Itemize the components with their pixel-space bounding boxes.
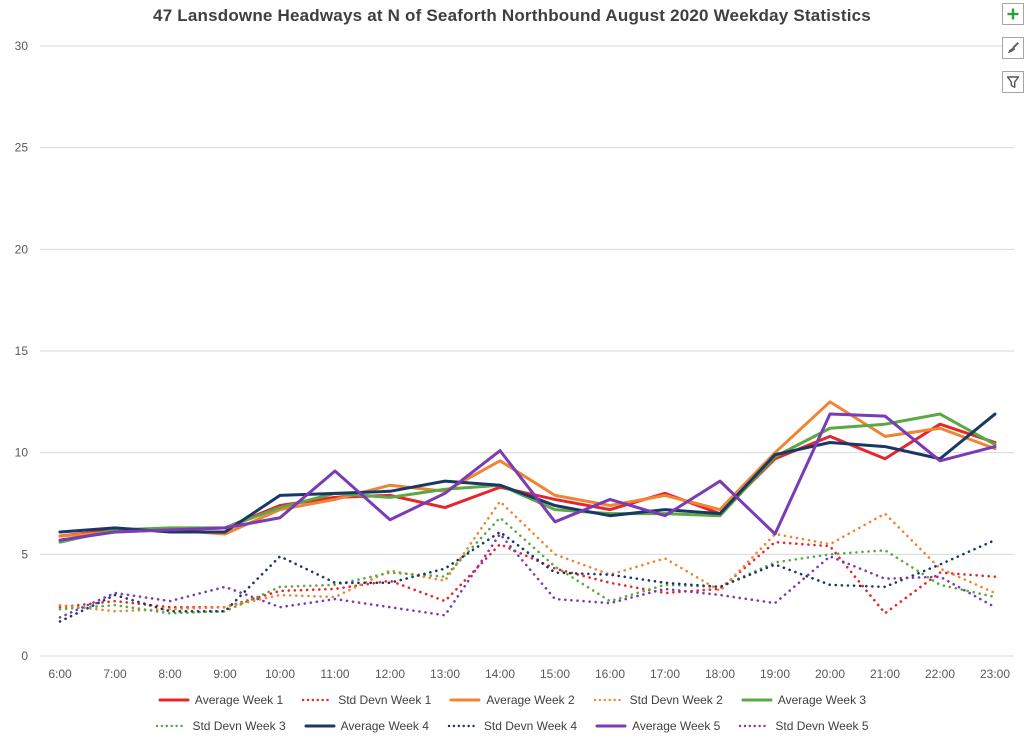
chart-styles-button[interactable] — [1002, 37, 1024, 59]
legend-item-std-devn-week-1[interactable]: Std Devn Week 1 — [301, 693, 431, 707]
x-tick-label: 6:00 — [48, 667, 72, 681]
legend-item-label: Average Week 3 — [777, 693, 867, 707]
legend-item-label: Average Week 1 — [194, 693, 284, 707]
legend-item-average-week-1[interactable]: Average Week 1 — [158, 693, 283, 707]
chart-legend: Average Week 1 Std Devn Week 1 Average Wee… — [0, 688, 1024, 738]
legend-item-average-week-4[interactable]: Average Week 4 — [304, 719, 429, 733]
funnel-icon — [1006, 76, 1020, 88]
legend-line-sample — [593, 698, 624, 702]
legend-item-average-week-3[interactable]: Average Week 3 — [741, 693, 866, 707]
plus-icon — [1007, 8, 1019, 20]
series-line-std-devn-week-3[interactable] — [58, 516, 997, 615]
legend-line-sample — [739, 724, 770, 728]
series-line-average-week-2[interactable] — [58, 400, 997, 538]
x-tick-label: 15:00 — [540, 667, 570, 681]
legend-line-sample — [595, 724, 627, 728]
legend-item-label: Average Week 4 — [340, 719, 429, 733]
y-tick-label: 30 — [15, 39, 29, 53]
legend-line-sample — [447, 724, 479, 728]
legend-item-average-week-5[interactable]: Average Week 5 — [595, 719, 720, 733]
legend-item-label: Std Devn Week 4 — [483, 719, 578, 733]
x-tick-label: 7:00 — [103, 667, 127, 681]
legend-line-sample — [301, 698, 333, 702]
x-tick-label: 8:00 — [158, 667, 182, 681]
legend-item-std-devn-week-3[interactable]: Std Devn Week 3 — [155, 719, 286, 733]
legend-row: Std Devn Week 3 Average Week 4 Std Devn We… — [155, 714, 869, 738]
chart-filters-button[interactable] — [1002, 71, 1024, 93]
series-line-average-week-5[interactable] — [58, 412, 997, 542]
legend-line-sample — [449, 698, 481, 702]
legend-line-sample — [158, 698, 190, 702]
legend-item-label: Std Devn Week 5 — [775, 719, 869, 733]
legend-item-label: Average Week 2 — [486, 693, 575, 707]
series-line-average-week-4[interactable] — [58, 412, 997, 534]
y-tick-label: 10 — [15, 446, 29, 460]
y-tick-label: 25 — [15, 141, 29, 155]
x-tick-label: 12:00 — [375, 667, 405, 681]
chart-elements-button[interactable] — [1002, 3, 1024, 25]
x-tick-label: 11:00 — [320, 667, 349, 681]
series-line-average-week-1[interactable] — [58, 422, 997, 538]
x-tick-label: 19:00 — [760, 667, 790, 681]
legend-item-label: Average Week 5 — [632, 719, 721, 733]
x-tick-label: 18:00 — [705, 667, 735, 681]
x-tick-label: 14:00 — [485, 667, 515, 681]
x-tick-label: 20:00 — [815, 667, 845, 681]
series-line-std-devn-week-1[interactable] — [58, 540, 997, 615]
y-tick-label: 0 — [21, 649, 28, 663]
x-tick-label: 10:00 — [265, 667, 295, 681]
legend-item-std-devn-week-2[interactable]: Std Devn Week 2 — [593, 693, 723, 707]
legend-item-average-week-2[interactable]: Average Week 2 — [449, 693, 575, 707]
legend-item-std-devn-week-4[interactable]: Std Devn Week 4 — [447, 719, 577, 733]
legend-item-std-devn-week-5[interactable]: Std Devn Week 5 — [738, 719, 869, 733]
chart-title: 47 Lansdowne Headways at N of Seaforth N… — [153, 6, 871, 25]
y-tick-label: 20 — [15, 242, 29, 256]
legend-row: Average Week 1 Std Devn Week 1 Average Wee… — [158, 688, 866, 712]
x-tick-label: 22:00 — [925, 667, 955, 681]
x-tick-label: 16:00 — [595, 667, 625, 681]
series-line-std-devn-week-4[interactable] — [58, 530, 997, 623]
legend-item-label: Std Devn Week 1 — [338, 693, 432, 707]
legend-item-label: Std Devn Week 3 — [192, 719, 286, 733]
legend-line-sample — [304, 724, 336, 728]
x-tick-label: 13:00 — [430, 667, 460, 681]
y-tick-label: 15 — [15, 344, 29, 358]
x-tick-label: 21:00 — [870, 667, 900, 681]
y-tick-label: 5 — [21, 547, 28, 561]
plot-area: 0 5 10 15 20 25 30 6:00 7:00 8:00 9:00 10:00 11:00 12… — [15, 39, 1014, 681]
x-tick-label: 17:00 — [650, 667, 680, 681]
legend-item-label: Std Devn Week 2 — [629, 693, 723, 707]
brush-icon — [1007, 42, 1019, 54]
x-tick-label: 9:00 — [213, 667, 237, 681]
legend-line-sample — [156, 724, 187, 728]
legend-line-sample — [741, 698, 773, 702]
x-tick-label: 23:00 — [980, 667, 1010, 681]
